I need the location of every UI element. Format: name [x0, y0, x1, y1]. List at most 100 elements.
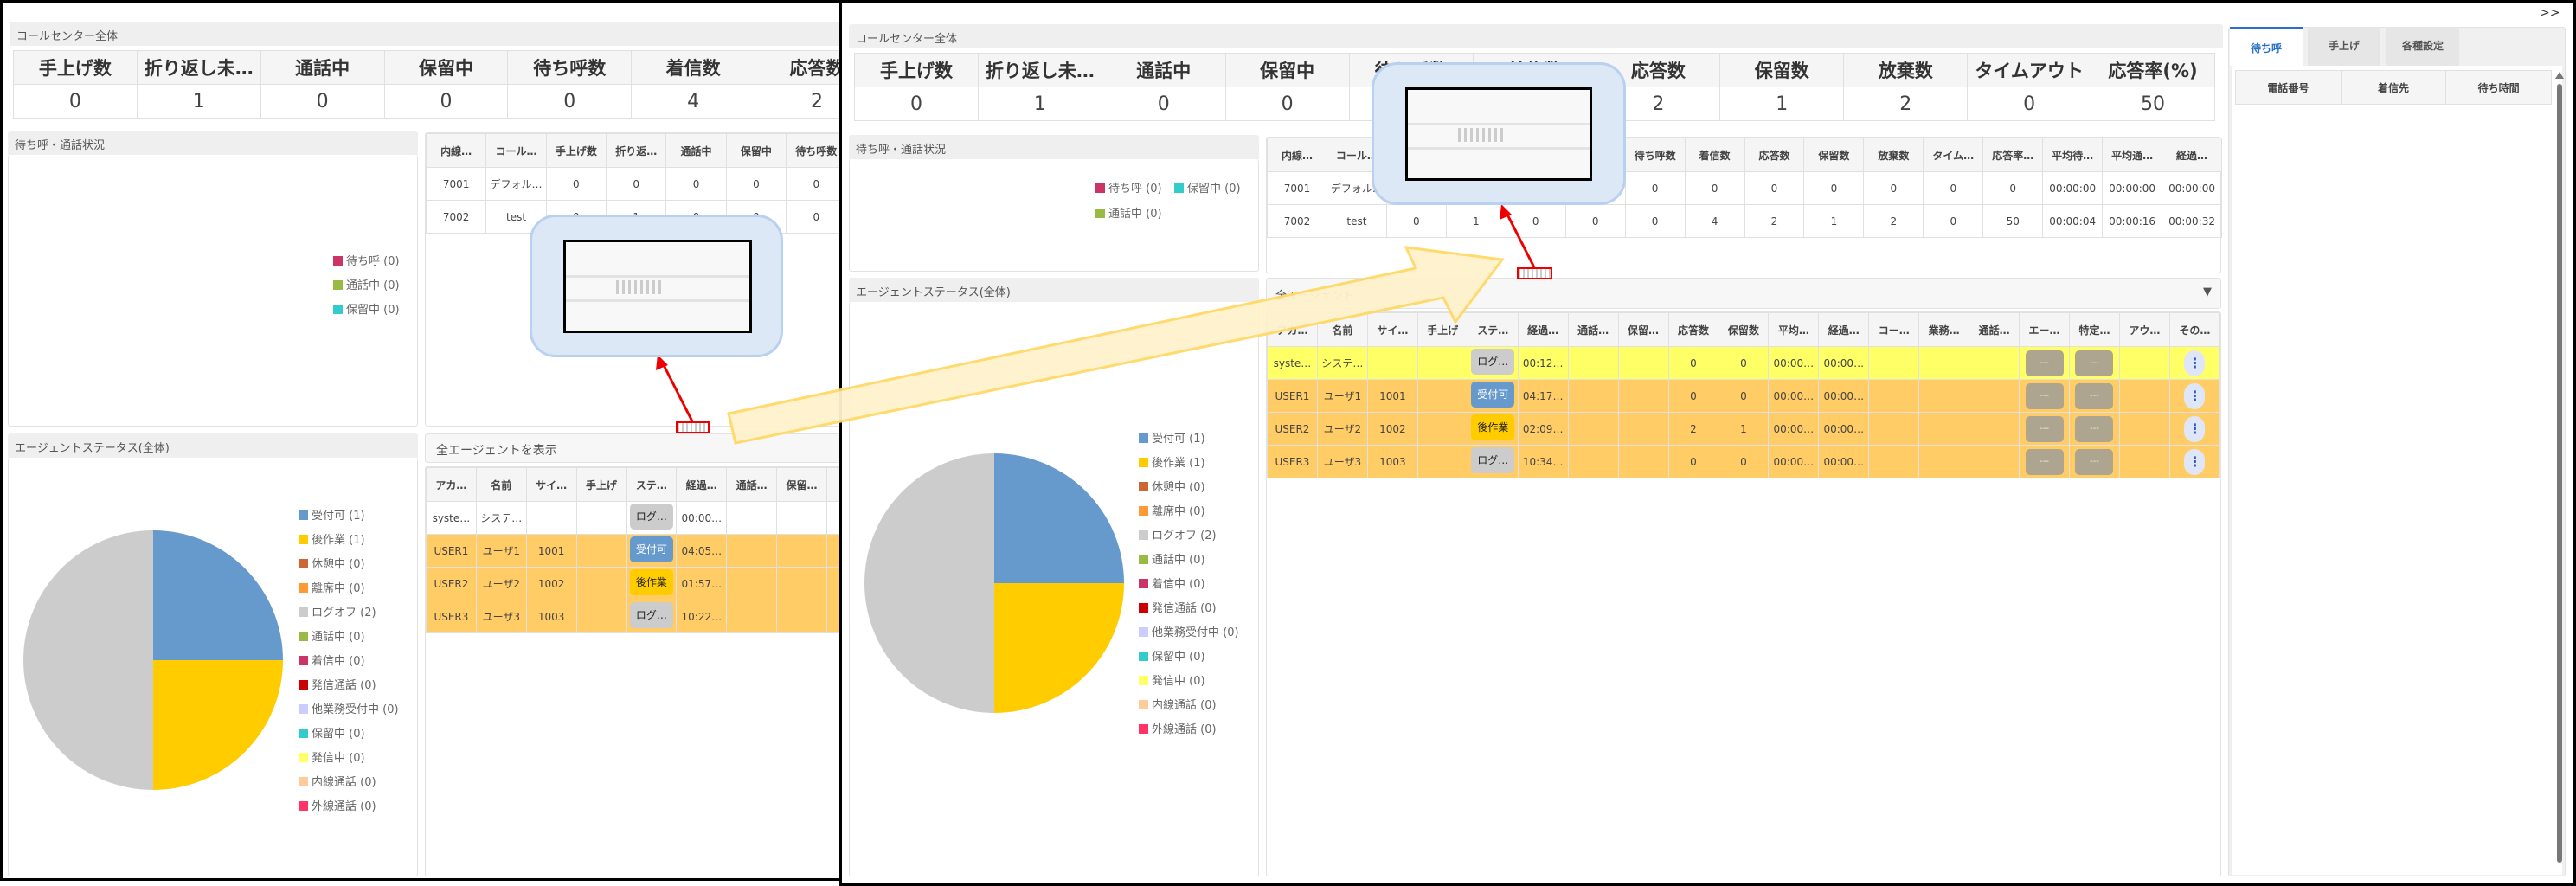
tab-raise-hand[interactable]: 手上げ — [2308, 27, 2380, 66]
column-header[interactable]: 内線… — [1267, 138, 1327, 172]
specific-action-button[interactable]: --- — [2075, 382, 2114, 409]
scrollbar[interactable] — [2555, 70, 2564, 870]
column-header[interactable]: 内線… — [425, 133, 487, 168]
legend-item[interactable]: 発信中 (0) — [1139, 671, 1205, 688]
agent-row[interactable]: USER3 ユーザ3 1003 ログ… 10:34… 0 0 00:00… 00:00… --- -… — [1267, 445, 2221, 478]
legend-item[interactable]: 休憩中 (0) — [1139, 478, 1205, 494]
column-header[interactable]: 通話… — [1567, 312, 1619, 347]
pie-slice-0[interactable] — [994, 453, 1124, 583]
column-header[interactable]: 手上げ — [575, 467, 627, 502]
agent-row[interactable]: USER2 ユーザ2 1002 後作業 01:57… — [426, 567, 844, 600]
column-header[interactable]: 経過… — [1818, 312, 1870, 347]
status-badge[interactable]: 後作業 — [629, 569, 673, 595]
more-menu-icon[interactable]: ⋮ — [2184, 350, 2206, 376]
legend-item[interactable]: 休憩中 (0) — [299, 555, 365, 571]
legend-item[interactable]: 受付可 (1) — [1139, 429, 1205, 446]
tab-waiting[interactable]: 待ち呼 — [2230, 27, 2303, 66]
status-badge[interactable]: ログ… — [1471, 447, 1515, 473]
agent-row[interactable]: USER3 ユーザ3 1003 ログ… 10:22… — [426, 600, 844, 633]
pie-slice-4[interactable] — [23, 530, 153, 790]
column-header[interactable]: 通話… — [1969, 312, 2020, 347]
queue-legend-item[interactable]: 通話中 (0) — [333, 276, 400, 292]
agent-row[interactable]: USER1 ユーザ1 1001 受付可 04:17… 0 0 00:00… 00:00… --- -… — [1267, 379, 2221, 413]
legend-item[interactable]: ログオフ (2) — [299, 603, 376, 620]
column-header[interactable]: コー… — [1868, 312, 1920, 347]
queue-legend-item[interactable]: 待ち呼 (0) — [1095, 179, 1162, 196]
column-header[interactable]: 応答率… — [1982, 138, 2044, 172]
legend-item[interactable]: ログオフ (2) — [1139, 526, 1217, 543]
column-header[interactable]: 経過… — [676, 467, 728, 502]
specific-action-button[interactable]: --- — [2075, 448, 2114, 475]
agent-row[interactable]: USER1 ユーザ1 1001 受付可 04:05… — [426, 534, 844, 568]
column-header[interactable]: 通話… — [726, 467, 778, 502]
legend-item[interactable]: 発信中 (0) — [299, 748, 365, 765]
status-badge[interactable]: ログ… — [1471, 349, 1515, 375]
agent-action-button[interactable]: --- — [2025, 350, 2064, 376]
column-header[interactable]: 待ち呼数 — [786, 133, 844, 168]
column-header[interactable]: 保留数 — [1718, 312, 1770, 347]
legend-item[interactable]: 外線通話 (0) — [1139, 720, 1217, 736]
column-header[interactable]: 業務… — [1918, 312, 1970, 347]
legend-item[interactable]: 発信通話 (0) — [1139, 599, 1217, 615]
status-badge[interactable]: 受付可 — [629, 536, 673, 562]
status-badge[interactable]: 受付可 — [1471, 382, 1515, 408]
column-header[interactable]: タイム… — [1923, 138, 1984, 172]
status-badge[interactable]: ログ… — [629, 602, 673, 628]
scrollbar-thumb[interactable] — [2557, 84, 2562, 863]
legend-item[interactable]: 後作業 (1) — [1139, 453, 1205, 470]
column-header[interactable]: 平均通… — [2102, 138, 2163, 172]
scroll-up-icon[interactable] — [2555, 72, 2564, 79]
legend-item[interactable]: 保留中 (0) — [1139, 647, 1205, 664]
column-header[interactable]: 保留中 — [725, 133, 787, 168]
legend-item[interactable]: 内線通話 (0) — [1139, 696, 1217, 712]
column-header[interactable]: サイ… — [525, 467, 577, 502]
tab-settings[interactable]: 各種設定 — [2386, 27, 2459, 66]
agent-row[interactable]: syste… システ… ログ… 00:12… 0 0 00:00… 00:00… --- --- ⋮ — [1267, 346, 2221, 380]
column-header[interactable]: 名前 — [475, 467, 527, 502]
column-header[interactable]: 平均待… — [2042, 138, 2104, 172]
agent-filter-select[interactable]: 全エージェントを表示 — [425, 433, 844, 463]
legend-item[interactable]: 着信中 (0) — [299, 652, 365, 668]
column-header[interactable]: サイ… — [1366, 312, 1418, 347]
more-menu-icon[interactable]: ⋮ — [2184, 415, 2206, 442]
legend-item[interactable]: 通話中 (0) — [299, 627, 365, 644]
queue-legend-item[interactable]: 待ち呼 (0) — [333, 252, 400, 268]
legend-item[interactable]: 着信中 (0) — [1139, 575, 1205, 591]
agent-action-button[interactable]: --- — [2025, 382, 2064, 409]
column-header[interactable]: 通話中 — [665, 133, 727, 168]
legend-item[interactable]: 離席中 (0) — [299, 579, 365, 595]
legend-item[interactable]: 外線通話 (0) — [299, 797, 376, 813]
more-menu-icon[interactable]: ⋮ — [2184, 448, 2206, 475]
more-menu-icon[interactable]: ⋮ — [2184, 382, 2206, 409]
agent-row[interactable]: USER2 ユーザ2 1002 後作業 02:09… 2 1 00:00… 00:00… --- -… — [1267, 412, 2221, 446]
specific-action-button[interactable]: --- — [2075, 350, 2114, 376]
column-header[interactable]: 折り返… — [606, 133, 667, 168]
column-header[interactable]: 特定… — [2069, 312, 2120, 347]
legend-item[interactable]: 発信通話 (0) — [299, 676, 376, 692]
column-header[interactable]: 保留… — [776, 467, 827, 502]
expand-button[interactable]: >> — [2540, 6, 2560, 20]
queue-legend-item[interactable]: 保留中 (0) — [333, 300, 400, 317]
column-header[interactable]: エー… — [2019, 312, 2070, 347]
column-header[interactable]: 着信先 — [2340, 70, 2447, 105]
pie-slice-0[interactable] — [153, 530, 283, 660]
column-header[interactable]: 待ち時間 — [2445, 70, 2552, 105]
column-header[interactable]: 平均… — [1768, 312, 1820, 347]
legend-item[interactable]: 通話中 (0) — [1139, 550, 1205, 567]
pie-slice-1[interactable] — [994, 583, 1124, 713]
agent-action-button[interactable]: --- — [2025, 448, 2064, 475]
column-header[interactable]: 着信数 — [1684, 138, 1745, 172]
queue-legend-item[interactable]: 通話中 (0) — [1095, 204, 1162, 221]
column-header[interactable]: 放棄数 — [1863, 138, 1924, 172]
legend-item[interactable]: 離席中 (0) — [1139, 502, 1205, 518]
specific-action-button[interactable]: --- — [2075, 415, 2114, 442]
column-header[interactable]: 保留… — [1617, 312, 1669, 347]
pie-slice-4[interactable] — [864, 453, 994, 713]
column-header[interactable]: 手上げ数 — [545, 133, 607, 168]
status-badge[interactable]: ログ… — [629, 504, 673, 530]
legend-item[interactable]: 後作業 (1) — [299, 530, 365, 547]
legend-item[interactable]: 内線通話 (0) — [299, 773, 376, 789]
column-header[interactable]: 保留数 — [1803, 138, 1865, 172]
column-header[interactable]: アウ… — [2118, 312, 2170, 347]
legend-item[interactable]: 他業務受付中 (0) — [1139, 623, 1239, 639]
